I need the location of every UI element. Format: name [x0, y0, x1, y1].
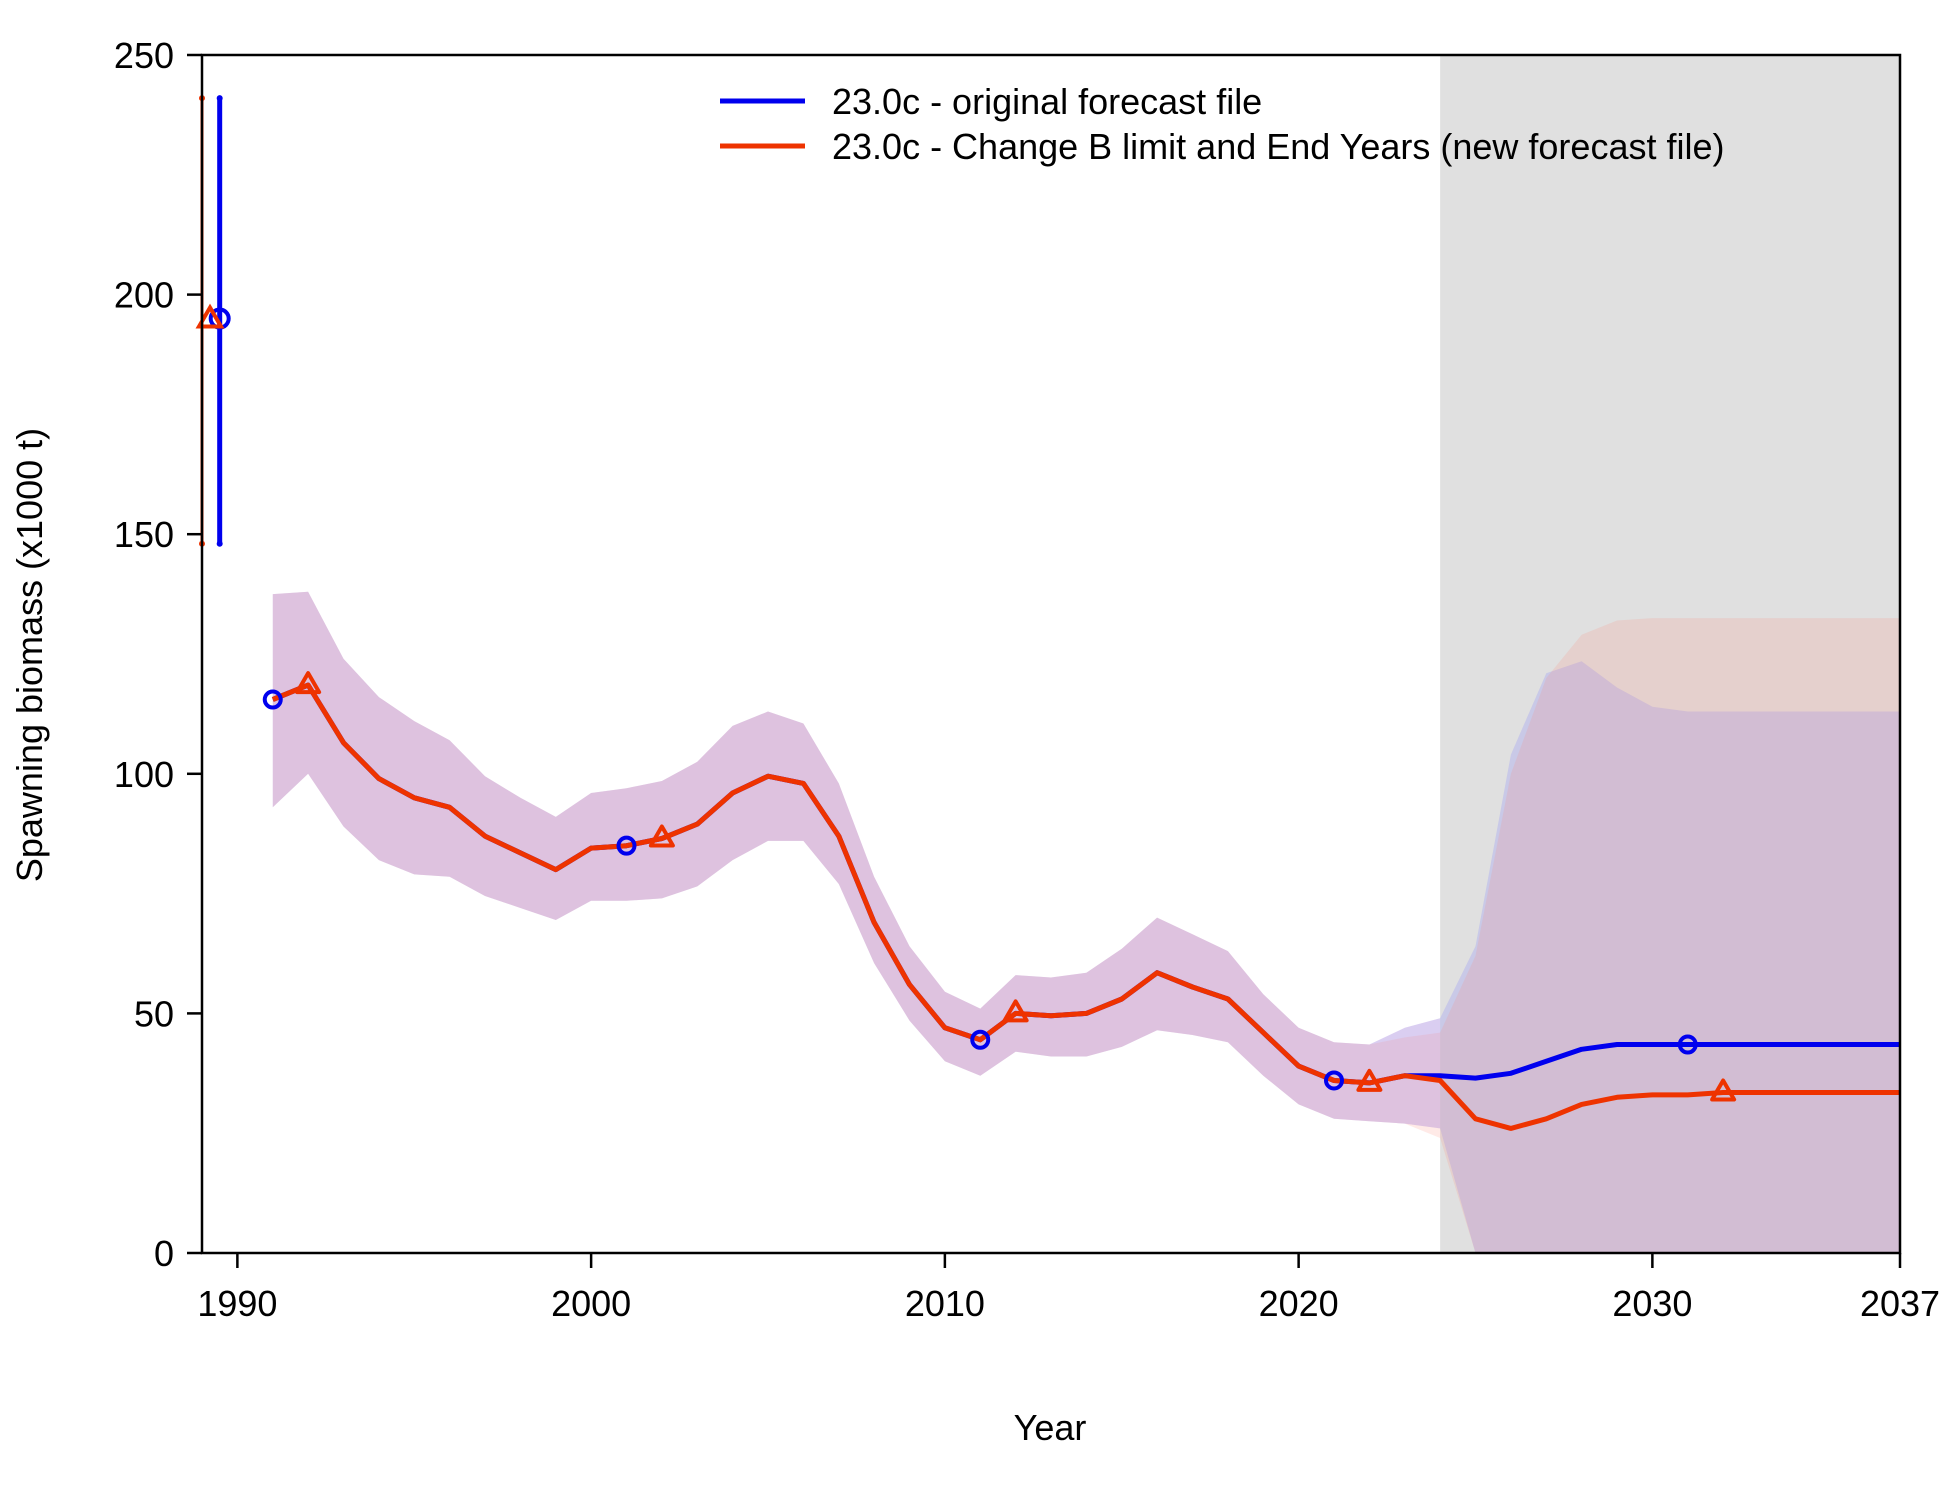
y-tick-label: 200 — [114, 275, 174, 316]
marker-triangle — [1002, 999, 1029, 1023]
x-tick-label: 1990 — [197, 1283, 277, 1324]
uncertainty-band-series-0 — [272, 591, 1900, 1253]
series-line-1 — [271, 682, 1900, 1131]
y-axis: 0 50 100 150 200 250 — [114, 35, 202, 1274]
marker-circle — [616, 835, 637, 856]
marker-circle — [262, 689, 283, 710]
y-tick-label: 0 — [154, 1233, 174, 1274]
plot-frame — [200, 53, 1902, 1255]
legend-label-original: 23.0c - original forecast file — [832, 81, 1262, 122]
series-markers — [262, 671, 1737, 1102]
uncertainty-band-series-1 — [272, 591, 1900, 1253]
virgin-biomass-errorbars — [195, 95, 231, 547]
marker-triangle — [1356, 1068, 1383, 1092]
virgin-errorbar-high-cap-0 — [216, 95, 223, 102]
forecast-period-shading — [1440, 55, 1900, 1253]
marker-circle — [970, 1029, 991, 1050]
x-tick-label: 2020 — [1259, 1283, 1339, 1324]
y-tick-label: 100 — [114, 754, 174, 795]
y-tick-label: 250 — [114, 35, 174, 76]
x-tick-label: 2037 — [1860, 1283, 1940, 1324]
y-tick-label: 150 — [114, 514, 174, 555]
x-tick-label: 2030 — [1612, 1283, 1692, 1324]
legend-label-new: 23.0c - Change B limit and End Years (ne… — [832, 126, 1724, 167]
x-axis-title: Year — [1014, 1407, 1087, 1448]
marker-triangle — [648, 824, 675, 848]
y-axis-title: Spawning biomass (x1000 t) — [9, 428, 50, 882]
forecast-shading — [1440, 55, 1900, 1253]
virgin-point-series-1 — [195, 303, 225, 329]
y-tick-label: 50 — [134, 993, 174, 1034]
marker-circle — [1677, 1034, 1698, 1055]
legend: 23.0c - original forecast file 23.0c - C… — [720, 81, 1724, 167]
marker-triangle — [295, 671, 322, 695]
virgin-errorbar-low-cap-0 — [216, 540, 223, 547]
series-lines — [271, 682, 1900, 1131]
uncertainty-band-overlap — [272, 591, 1441, 1129]
x-tick-label: 2000 — [551, 1283, 631, 1324]
marker-triangle — [1710, 1078, 1737, 1102]
marker-circle — [1324, 1070, 1344, 1091]
x-axis: 1990 2000 2010 2020 2030 2037 — [197, 1253, 1940, 1324]
uncertainty-bands — [272, 591, 1900, 1253]
x-tick-label: 2010 — [905, 1283, 985, 1324]
